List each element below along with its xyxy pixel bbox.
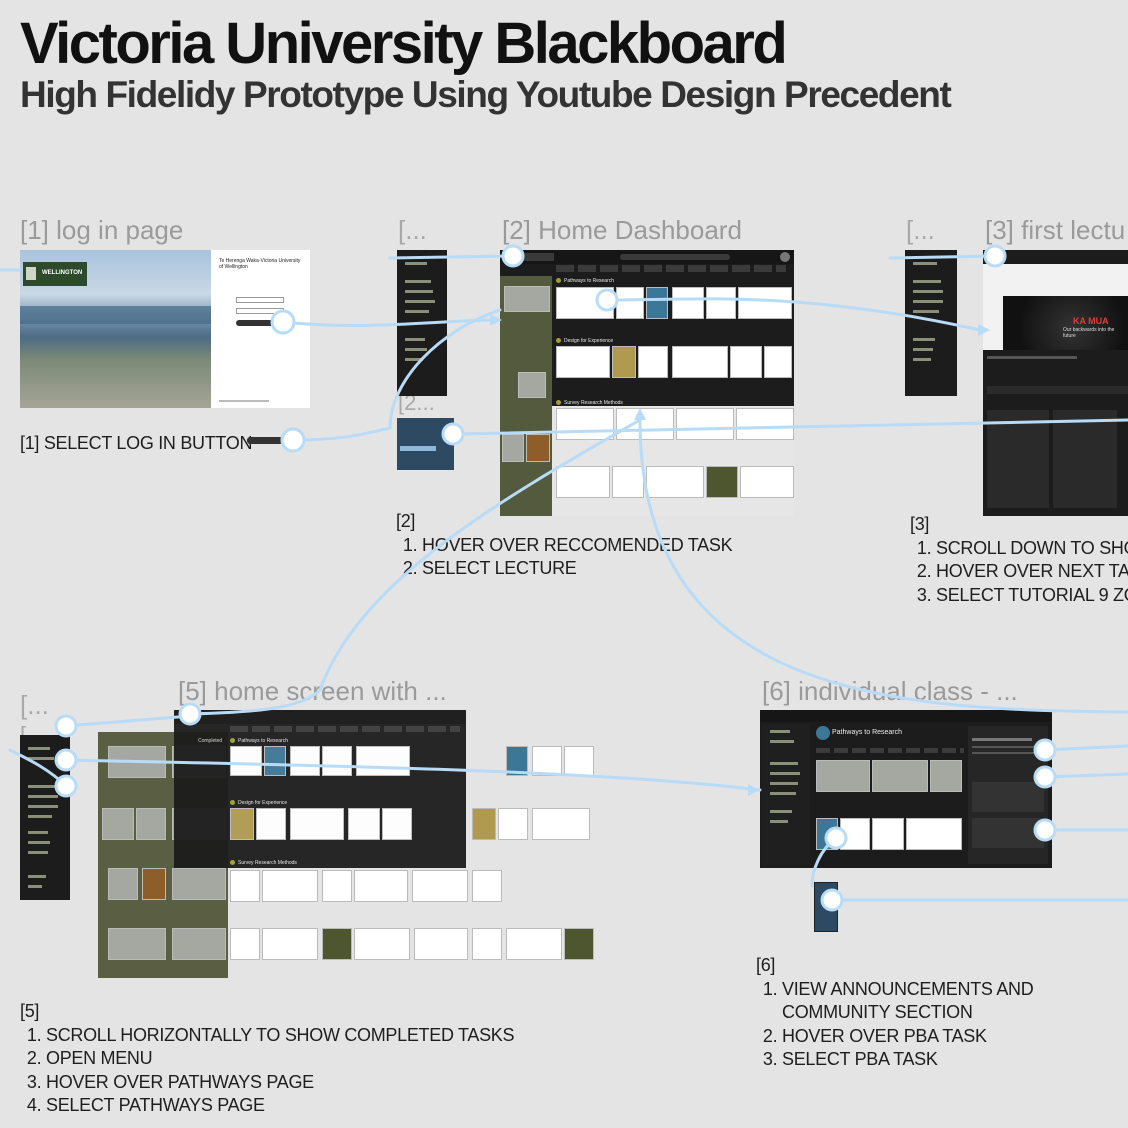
dashboard-overlay: Completed Pathways to Research Design fo… [174,710,466,868]
section-title: Pathways to Research [230,738,288,744]
frame-label-lecture: [3] first lectu [985,215,1126,245]
video-player[interactable]: KA MUA Our backwards into the future [983,264,1128,350]
frame-label-login: [1] log in page [20,215,184,245]
class-sidebar [762,724,810,868]
logo-wordmark: WELLINGTON [42,270,83,276]
completed-label: Completed [198,738,223,744]
video-title-bar [987,356,1077,359]
section-title: Design for Experience [556,338,613,344]
filter-chips[interactable] [556,265,786,272]
faded-scroll-area [552,406,794,516]
next-task[interactable] [987,386,1128,394]
crest-icon [26,267,36,280]
lecture-frame: KA MUA Our backwards into the future [983,250,1128,516]
comment-card [1053,410,1117,508]
menu-frame-collapsed [905,250,957,396]
password-field[interactable] [236,308,284,314]
frame-label-individual-class: [6] individual class - ... [762,676,1018,706]
lecture-note: [3] SCROLL DOWN TO SHO HOVER OVER NEXT T… [910,513,1128,607]
class-title: Pathways to Research [832,729,903,736]
footer-links [219,400,269,402]
video-overlay-text: KA MUA [1073,316,1109,326]
community-post [972,818,1044,848]
frame-label-dashboard: [2] Home Dashboard [502,215,742,245]
menu-frame-open [20,735,70,900]
university-logo: WELLINGTON [23,262,87,286]
login-button-sample [247,437,283,444]
login-frame: WELLINGTON Te Herenga Waka-Victoria Univ… [20,250,310,408]
avatar[interactable] [780,252,790,262]
page-subtitle: High Fidelidy Prototype Using Youtube De… [20,74,952,115]
video-overlay-subtitle: Our backwards into the future [1063,327,1115,339]
login-note: [1] SELECT LOG IN BUTTON [20,433,253,453]
menu-frame-collapsed [397,250,447,396]
section-title: Survey Research Methods [556,400,623,406]
video-frame: KA MUA Our backwards into the future [1003,296,1128,350]
completed-column [500,276,552,516]
pba-task[interactable] [816,818,838,850]
dashboard-topbar [500,250,794,264]
card-chip [400,446,436,451]
dashboard-frame: Pathways to Research Design for Experien… [500,250,794,516]
pba-task-card [814,882,838,932]
task-card-frame [397,418,454,470]
section-title: Survey Research Methods [230,860,297,866]
section-title: Design for Experience [230,800,287,806]
collapsed-frame-label: [... [20,690,49,720]
frame-label-home-completed: [5] home screen with ... [178,676,447,706]
comment-card [987,410,1049,508]
individual-class-note: [6] VIEW ANNOUNCEMENTS AND COMMUNITY SEC… [756,954,1067,1072]
section-title: Pathways to Research [556,278,614,284]
login-panel-title: Te Herenga Waka-Victoria University of W… [219,258,301,270]
class-tabs[interactable] [816,748,964,753]
community-section [972,782,1044,812]
username-field[interactable] [236,297,284,303]
app-logo [520,253,554,261]
collapsed-frame-label: [... [398,215,427,245]
page-title: Victoria University Blackboard [20,11,788,76]
home-completed-note: [5] SCROLL HORIZONTALLY TO SHOW COMPLETE… [20,1000,515,1118]
class-avatar [816,726,830,740]
search-input[interactable] [620,254,730,260]
collapsed-frame-label: [... [906,215,935,245]
harbour-water [20,306,211,324]
individual-class-frame: Pathways to Research [760,710,1052,868]
dashboard-note: [2] HOVER OVER RECCOMENDED TASK SELECT L… [396,510,733,581]
announcements-panel [968,726,1048,864]
home-completed-frame: Completed Pathways to Research Design fo… [98,710,596,978]
login-button[interactable] [236,320,280,326]
